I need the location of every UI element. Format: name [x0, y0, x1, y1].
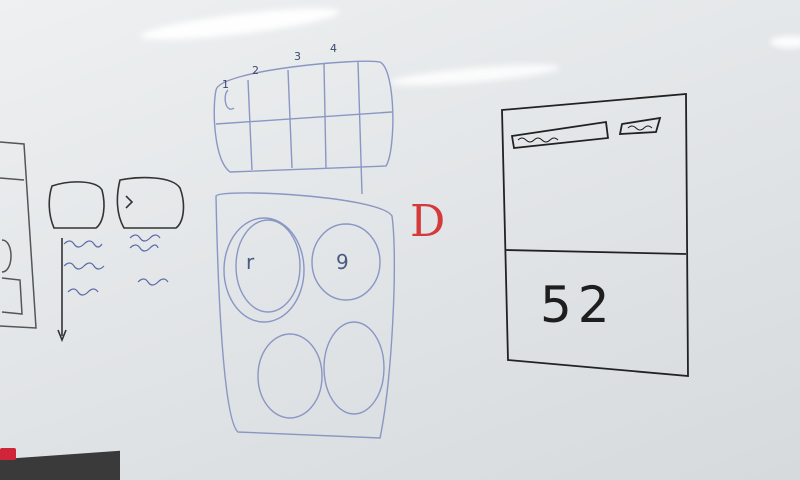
left-screen-sketch	[0, 141, 37, 329]
circle-label: 9	[336, 250, 349, 274]
circle-label: r	[246, 250, 255, 274]
grid-sketch	[213, 60, 394, 195]
light-glare	[770, 36, 800, 48]
flow-box-sketches	[48, 176, 185, 343]
grid-cell-number: 1	[222, 78, 229, 91]
circle-layout-sketch	[215, 192, 396, 439]
grid-cell-number: 2	[252, 64, 259, 77]
grid-cell-number: 3	[294, 50, 301, 63]
screen-big-number: 52	[540, 276, 616, 334]
red-marker[interactable]	[0, 448, 16, 460]
search-field-scribble	[517, 125, 653, 143]
grid-cell-number: 4	[330, 42, 337, 55]
phone-screen-sketch	[501, 93, 689, 377]
red-marker-letter: D	[410, 196, 446, 247]
blue-handwriting-notes	[63, 234, 169, 296]
